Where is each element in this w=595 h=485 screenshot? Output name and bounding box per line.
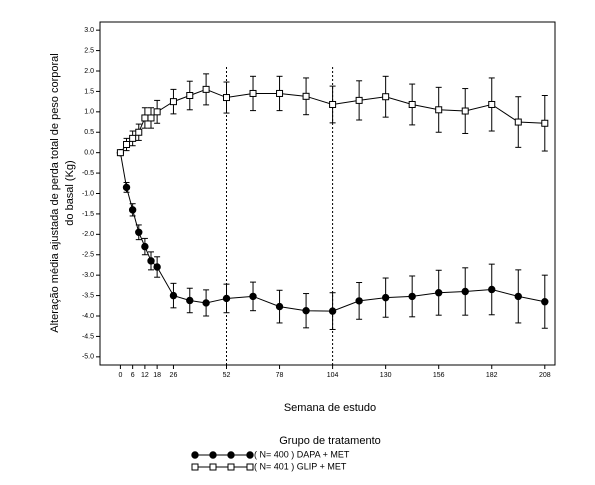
y-tick-label: -4.0: [82, 313, 94, 320]
marker: [222, 294, 231, 303]
x-tick-label: 52: [223, 372, 231, 379]
y-tick-label: 0.0: [84, 150, 94, 157]
marker: [541, 298, 549, 306]
marker: [202, 85, 210, 93]
y-tick-label: -3.5: [82, 292, 94, 299]
marker: [381, 293, 390, 302]
legend-title: Grupo de tratamento: [279, 435, 381, 447]
x-tick-label: 156: [433, 372, 445, 379]
marker: [488, 285, 496, 294]
legend-label: ( N= 400 ) DAPA + MET: [254, 449, 350, 459]
x-tick-label: 130: [380, 372, 392, 379]
y-tick-label: -3.0: [82, 272, 94, 279]
marker: [329, 100, 337, 108]
marker: [202, 299, 210, 307]
marker: [128, 206, 137, 214]
marker: [276, 89, 284, 97]
marker: [135, 228, 143, 236]
marker: [541, 119, 549, 127]
marker: [209, 463, 217, 471]
marker: [246, 451, 254, 459]
y-tick-label: 1.5: [84, 88, 94, 95]
x-tick-label: 104: [327, 372, 339, 379]
marker: [302, 92, 310, 100]
marker: [153, 263, 161, 271]
marker: [434, 289, 443, 297]
marker: [169, 98, 177, 106]
x-tick-label: 18: [153, 372, 161, 379]
marker: [382, 93, 390, 101]
marker: [249, 89, 257, 97]
y-tick-label: -5.0: [82, 354, 94, 361]
marker: [223, 94, 231, 102]
x-tick-label: 0: [118, 372, 122, 379]
marker: [147, 257, 155, 265]
marker: [514, 118, 522, 126]
y-tick-label: -2.0: [82, 231, 94, 238]
marker: [186, 296, 194, 305]
marker: [209, 451, 217, 459]
y-tick-label: 1.0: [84, 109, 94, 116]
x-tick-label: 208: [539, 372, 551, 379]
marker: [191, 463, 199, 471]
x-tick-label: 78: [276, 372, 284, 379]
marker: [328, 307, 337, 315]
marker: [355, 96, 363, 104]
marker: [408, 100, 416, 108]
marker: [461, 287, 469, 296]
marker: [122, 183, 131, 192]
y-tick-label: 2.5: [84, 47, 94, 54]
marker: [275, 302, 284, 311]
marker: [246, 463, 254, 471]
y-axis-label: Alteração média ajustada de perda total …: [49, 53, 61, 332]
marker: [514, 292, 522, 301]
y-tick-label: -4.5: [82, 333, 94, 340]
marker: [141, 242, 149, 251]
marker: [227, 463, 235, 471]
x-tick-label: 12: [141, 372, 149, 379]
marker: [488, 100, 496, 108]
x-axis-label: Semana de estudo: [284, 402, 376, 414]
y-tick-label: 0.5: [84, 129, 94, 136]
y-tick-label: -2.5: [82, 252, 94, 259]
x-tick-label: 182: [486, 372, 498, 379]
marker: [249, 292, 257, 301]
marker: [186, 92, 194, 99]
y-tick-label: -1.0: [82, 190, 94, 197]
y-axis-label: do basal (Kg): [64, 160, 76, 225]
legend-label: ( N= 401 ) GLIP + MET: [254, 461, 347, 471]
marker: [169, 291, 178, 300]
x-tick-label: 26: [170, 372, 178, 379]
marker: [408, 292, 416, 301]
y-tick-label: -0.5: [82, 170, 94, 177]
plot-frame: [99, 21, 556, 366]
marker: [302, 306, 310, 315]
marker: [355, 297, 363, 305]
marker: [435, 106, 443, 114]
y-tick-label: 2.0: [84, 68, 94, 75]
y-tick-label: 3.0: [84, 27, 94, 34]
marker: [129, 134, 137, 142]
marker: [141, 114, 149, 122]
marker: [147, 114, 155, 122]
y-tick-label: -1.5: [82, 211, 94, 218]
marker: [227, 451, 235, 459]
marker: [123, 141, 131, 148]
marker: [191, 451, 199, 459]
x-tick-label: 6: [131, 372, 135, 379]
marker: [135, 128, 143, 136]
marker: [153, 108, 161, 116]
marker: [461, 107, 469, 115]
marker: [116, 149, 124, 157]
